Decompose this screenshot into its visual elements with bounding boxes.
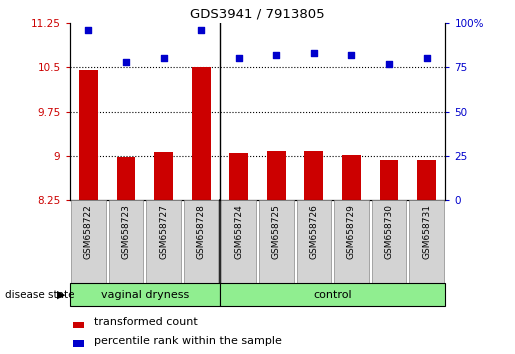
Text: GSM658722: GSM658722 [84,204,93,259]
Point [197,27,205,33]
Text: GSM658728: GSM658728 [197,204,205,259]
Point [385,61,393,67]
Text: transformed count: transformed count [94,317,198,327]
Bar [342,155,361,200]
Point [235,56,243,61]
Bar [304,151,323,200]
Bar [109,200,143,283]
Bar [73,322,84,328]
Bar [184,200,218,283]
Text: GSM658724: GSM658724 [234,204,243,259]
Text: GSM658726: GSM658726 [310,204,318,259]
Text: ▶: ▶ [57,290,65,300]
Point [272,52,280,58]
Point [84,27,93,33]
Text: vaginal dryness: vaginal dryness [100,290,189,300]
Text: control: control [313,290,352,300]
Bar [154,152,173,200]
Point [423,56,431,61]
Text: GSM658725: GSM658725 [272,204,281,259]
Bar [409,200,444,283]
Bar [372,200,406,283]
Bar [297,200,331,283]
Bar [73,341,84,347]
Bar [417,160,436,200]
Text: percentile rank within the sample: percentile rank within the sample [94,336,282,346]
Bar [71,200,106,283]
Bar [229,153,248,200]
Text: GSM658730: GSM658730 [385,204,393,259]
Text: GSM658727: GSM658727 [159,204,168,259]
Bar [380,160,399,200]
Bar [116,157,135,200]
Bar [146,200,181,283]
Bar [192,67,211,200]
Bar [220,283,445,306]
Point [160,56,168,61]
Text: disease state: disease state [5,290,75,300]
Bar [70,283,220,306]
Bar [334,200,369,283]
Point [122,59,130,65]
Point [310,50,318,56]
Bar [79,70,98,200]
Title: GDS3941 / 7913805: GDS3941 / 7913805 [190,7,325,21]
Bar [267,151,286,200]
Bar [259,200,294,283]
Text: GSM658731: GSM658731 [422,204,431,259]
Text: GSM658729: GSM658729 [347,204,356,259]
Bar [221,200,256,283]
Text: GSM658723: GSM658723 [122,204,130,259]
Point [347,52,355,58]
